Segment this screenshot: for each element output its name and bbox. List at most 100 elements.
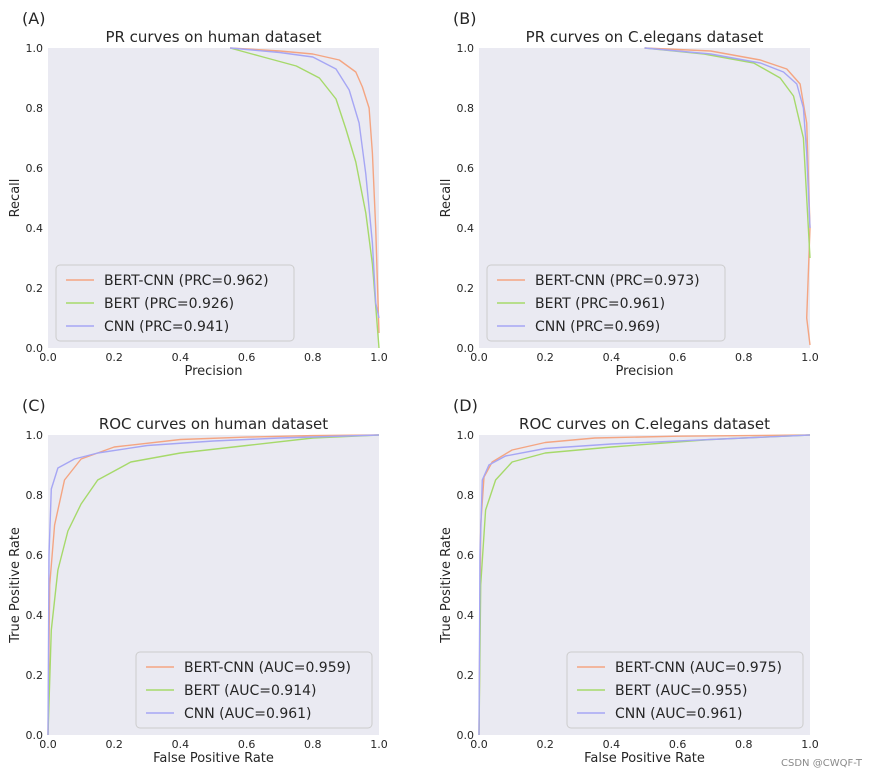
watermark: CSDN @CWQF-T bbox=[781, 758, 862, 769]
series-line-bert bbox=[229, 47, 380, 349]
legend-label: BERT-CNN (AUC=0.959) bbox=[184, 660, 351, 676]
chart-title: PR curves on C.elegans dataset bbox=[526, 28, 764, 46]
x-axis-label: False Positive Rate bbox=[153, 751, 274, 766]
x-axis-label: Precision bbox=[615, 364, 673, 379]
x-tick-label: 0.0 bbox=[39, 351, 57, 364]
legend-frame bbox=[135, 651, 373, 729]
x-tick-label: 0.2 bbox=[105, 351, 123, 364]
y-tick-label: 0.2 bbox=[26, 669, 44, 682]
x-axis-label: Precision bbox=[184, 364, 242, 379]
legend-frame bbox=[55, 264, 295, 342]
x-tick-label: 0.0 bbox=[39, 738, 57, 751]
legend-label: BERT (AUC=0.914) bbox=[184, 683, 317, 699]
legend-label: CNN (PRC=0.941) bbox=[104, 319, 229, 335]
series-line-bert bbox=[478, 434, 811, 736]
y-tick-label: 1.0 bbox=[26, 429, 44, 442]
y-tick-label: 0.6 bbox=[26, 162, 44, 175]
x-tick-label: 0.2 bbox=[105, 738, 123, 751]
y-tick-label: 0.8 bbox=[26, 102, 44, 115]
x-tick-label: 1.0 bbox=[370, 738, 388, 751]
chart-panel-2: (C) ROC curves on human dataset 0.00.0 0.2 0… bbox=[8, 396, 388, 766]
chart-title: PR curves on human dataset bbox=[105, 28, 321, 46]
series-line-cnn bbox=[47, 434, 380, 736]
x-tick-label: 1.0 bbox=[370, 351, 388, 364]
y-tick-label: 1.0 bbox=[457, 42, 475, 55]
y-tick-label: 0.4 bbox=[457, 609, 475, 622]
x-tick-label: 1.0 bbox=[801, 351, 819, 364]
chart-panel-3: (D) ROC curves on C.elegans dataset 0.00.0… bbox=[439, 396, 819, 766]
panel-letter: (A) bbox=[22, 9, 45, 28]
series-line-bert bbox=[47, 434, 380, 736]
y-tick-label: 0.4 bbox=[26, 222, 44, 235]
chart-title: ROC curves on C.elegans dataset bbox=[519, 415, 770, 433]
x-tick-label: 0.8 bbox=[735, 351, 753, 364]
x-tick-label: 0.6 bbox=[238, 351, 256, 364]
x-tick-label: 0.6 bbox=[669, 738, 687, 751]
y-axis-label: Recall bbox=[439, 179, 454, 218]
y-tick-label: 0.4 bbox=[457, 222, 475, 235]
x-tick-label: 0.8 bbox=[735, 738, 753, 751]
x-tick-label: 0.8 bbox=[304, 738, 322, 751]
y-tick-label: 0.8 bbox=[26, 489, 44, 502]
x-axis-label: False Positive Rate bbox=[584, 751, 705, 766]
y-tick-label: 0.0 bbox=[26, 729, 44, 742]
series-line-bert bbox=[644, 47, 811, 259]
series-line-cnn bbox=[478, 434, 811, 736]
legend-label: CNN (PRC=0.969) bbox=[535, 319, 660, 335]
y-tick-label: 1.0 bbox=[26, 42, 44, 55]
y-tick-label: 0.6 bbox=[457, 549, 475, 562]
x-tick-label: 0.0 bbox=[470, 351, 488, 364]
y-tick-label: 0.6 bbox=[457, 162, 475, 175]
x-tick-label: 0.6 bbox=[238, 738, 256, 751]
x-tick-label: 0.0 bbox=[470, 738, 488, 751]
x-tick-label: 0.8 bbox=[304, 351, 322, 364]
y-tick-label: 0.2 bbox=[457, 282, 475, 295]
y-tick-label: 1.0 bbox=[457, 429, 475, 442]
y-tick-label: 0.6 bbox=[26, 549, 44, 562]
x-tick-label: 0.6 bbox=[669, 351, 687, 364]
panel-letter: (D) bbox=[453, 396, 478, 415]
series-line-bert-cnn bbox=[644, 47, 811, 346]
y-tick-label: 0.8 bbox=[457, 102, 475, 115]
legend: BERT-CNN (AUC=0.975) BERT (AUC=0.955) CNN … bbox=[566, 651, 804, 729]
legend-label: BERT-CNN (AUC=0.975) bbox=[615, 660, 782, 676]
x-tick-label: 0.4 bbox=[172, 738, 190, 751]
legend-label: CNN (AUC=0.961) bbox=[184, 706, 312, 722]
series-line-cnn bbox=[644, 47, 811, 229]
legend-label: CNN (AUC=0.961) bbox=[615, 706, 743, 722]
legend: BERT-CNN (PRC=0.973) BERT (PRC=0.961) CNN … bbox=[486, 264, 726, 342]
x-tick-label: 0.2 bbox=[536, 351, 554, 364]
y-tick-label: 0.2 bbox=[26, 282, 44, 295]
series-line-cnn bbox=[230, 47, 380, 319]
x-tick-label: 0.2 bbox=[536, 738, 554, 751]
panel-letter: (C) bbox=[22, 396, 46, 415]
x-tick-label: 0.4 bbox=[172, 351, 190, 364]
legend-label: BERT (PRC=0.926) bbox=[104, 296, 234, 312]
legend-label: BERT-CNN (PRC=0.973) bbox=[535, 273, 700, 289]
chart-title: ROC curves on human dataset bbox=[99, 415, 328, 433]
y-axis-label: True Positive Rate bbox=[439, 527, 454, 644]
legend: BERT-CNN (PRC=0.962) BERT (PRC=0.926) CNN … bbox=[55, 264, 295, 342]
panel-letter: (B) bbox=[453, 9, 476, 28]
legend-label: BERT (PRC=0.961) bbox=[535, 296, 665, 312]
x-tick-label: 0.4 bbox=[603, 738, 621, 751]
legend: BERT-CNN (AUC=0.959) BERT (AUC=0.914) CNN … bbox=[135, 651, 373, 729]
legend-label: BERT-CNN (PRC=0.962) bbox=[104, 273, 269, 289]
legend-label: BERT (AUC=0.955) bbox=[615, 683, 748, 699]
legend-frame bbox=[486, 264, 726, 342]
chart-panel-0: (A) PR curves on human dataset 0.00.0 0.2 0.… bbox=[8, 9, 388, 379]
y-tick-label: 0.8 bbox=[457, 489, 475, 502]
y-tick-label: 0.0 bbox=[457, 729, 475, 742]
x-tick-label: 0.4 bbox=[603, 351, 621, 364]
chart-panel-1: (B) PR curves on C.elegans dataset 0.00.0 0… bbox=[439, 9, 819, 379]
x-tick-label: 1.0 bbox=[801, 738, 819, 751]
series-line-bert-cnn bbox=[230, 47, 380, 334]
y-tick-label: 0.4 bbox=[26, 609, 44, 622]
y-axis-label: True Positive Rate bbox=[8, 527, 23, 644]
y-tick-label: 0.2 bbox=[457, 669, 475, 682]
y-tick-label: 0.0 bbox=[26, 342, 44, 355]
legend-frame bbox=[566, 651, 804, 729]
y-axis-label: Recall bbox=[8, 179, 23, 218]
y-tick-label: 0.0 bbox=[457, 342, 475, 355]
